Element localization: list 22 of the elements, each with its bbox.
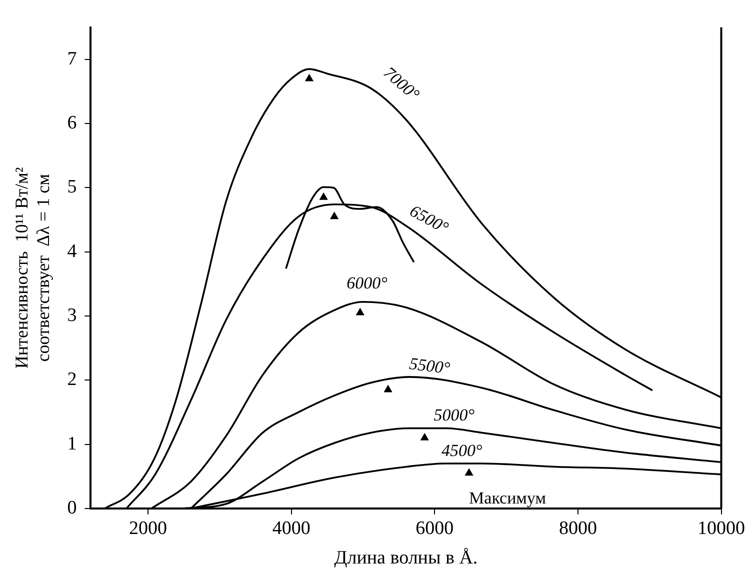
y-tick-label: 5 [67,176,77,198]
x-tick-label: 10000 [698,518,745,539]
x-tick-label: 6000 [416,518,454,539]
x-axis-title: Длина волны в Å. [334,548,478,569]
text: 6500° [406,201,452,238]
y-axis-title: Интенсивность 10¹¹ Вт/м² соответствует Δλ = 1 см [12,167,54,369]
y-tick-label: 4 [67,240,78,262]
text: 7000° [380,62,424,104]
y-tick-label: 1 [67,433,77,454]
y-tick-label: 6 [67,112,77,134]
y-tick-label: 3 [67,304,77,326]
x-tick-label: 8000 [558,518,597,539]
x-tick-label: 4000 [272,518,310,539]
x-tick-label: 2000 [129,518,168,539]
series-label: 5000° [434,406,475,425]
series-label: 6000° [346,273,388,292]
series-label: 4500° [442,440,483,460]
text: 5500° [408,354,452,378]
y-tick-label: 2 [67,369,77,390]
annotation: Максимум [469,488,546,508]
y-tick-label: 0 [67,497,77,518]
y-tick-label: 7 [67,48,77,70]
